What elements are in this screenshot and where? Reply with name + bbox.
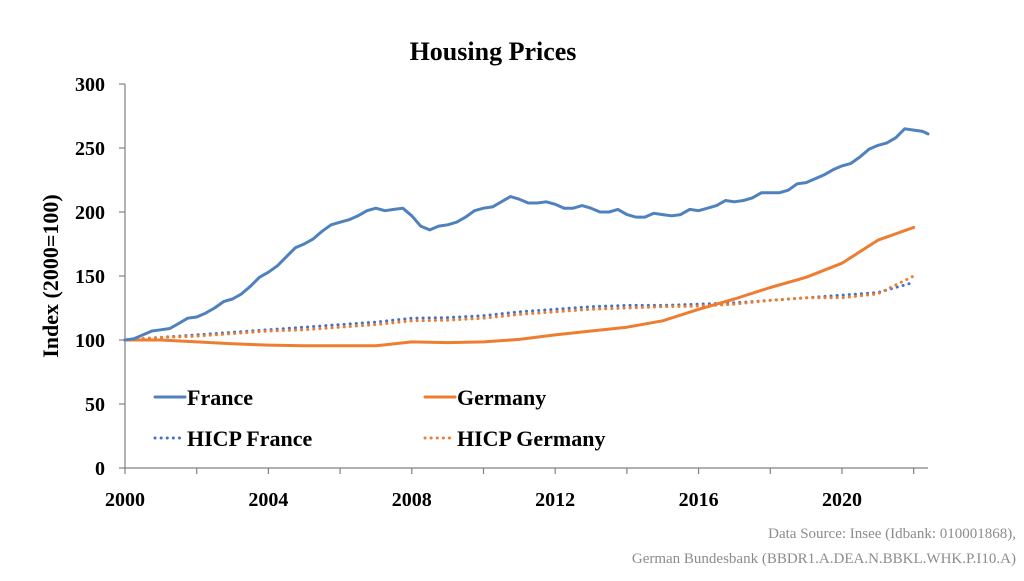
axes: 0 50 100 150 200 250 300 2000 2004 2008 2012 2016 20… (75, 74, 928, 511)
x-tick-label: 2008 (392, 489, 432, 511)
x-tick-label: 2000 (105, 489, 145, 511)
y-tick-label: 100 (75, 330, 105, 352)
series-line-germany (123, 225, 916, 348)
x-tick-label: 2004 (248, 489, 288, 511)
y-tick-label: 150 (75, 266, 105, 288)
x-tick-label: 2016 (679, 489, 719, 511)
y-tick-label: 0 (95, 458, 105, 480)
y-tick-label: 200 (75, 202, 105, 224)
y-tick-label: 250 (75, 138, 105, 160)
series-line-france (123, 127, 930, 342)
legend-label: HICP Germany (457, 426, 606, 451)
legend-label: HICP France (187, 426, 312, 451)
legend-label: France (187, 385, 253, 410)
y-axis-label: Index (2000=100) (38, 194, 63, 358)
y-tick-label: 300 (75, 74, 105, 96)
x-tick-label: 2012 (535, 489, 575, 511)
data-source-line-2: German Bundesbank (BBDR1.A.DEA.N.BBKL.WH… (631, 551, 1016, 567)
data-source-line-1: Data Source: Insee (Idbank: 010001868), (768, 526, 1016, 542)
series-line-hicp-germany (123, 274, 916, 342)
x-tick-label: 2020 (822, 489, 862, 511)
series-layer (123, 127, 930, 348)
legend-label: Germany (457, 385, 546, 410)
chart-title: Housing Prices (410, 37, 577, 66)
y-tick-label: 50 (85, 394, 105, 416)
legend: France Germany HICP France HICP Germany (153, 385, 606, 451)
